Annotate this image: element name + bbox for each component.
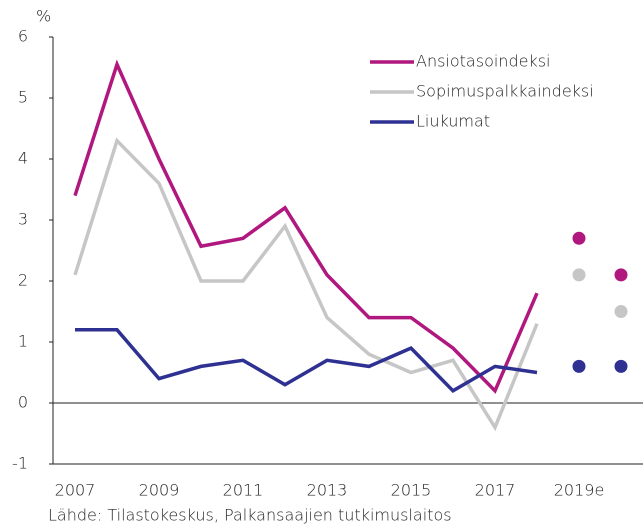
x-tick-label: 2011 [223,481,264,500]
forecast-point [614,268,628,282]
forecast-point [572,231,586,245]
x-tick-label: 2013 [307,481,348,500]
forecast-point [614,305,628,318]
y-tick-label: 6 [18,27,28,46]
forecast-point [572,268,586,282]
x-tick-label: 2019e [554,481,605,500]
x-tick-label: 2015 [391,481,432,500]
x-tick-label: 2007 [55,481,96,500]
y-tick-label: 3 [18,210,28,229]
y-tick-label: 4 [18,149,28,168]
y-tick-label: 5 [18,88,28,107]
legend-label: Ansiotasoindeksi [416,52,551,71]
forecast-point [614,359,628,373]
line [73,137,539,432]
line [73,59,539,394]
x-tick-label: 2009 [139,481,180,500]
legend-label: Sopimuspalkkaindeksi [416,82,594,101]
y-tick-label: 2 [18,271,28,290]
y-axis-label: % [36,7,51,26]
y-tick-label: 0 [18,393,28,412]
y-tick-label: 1 [18,332,28,351]
forecast-point [572,359,586,373]
source: Lähde: Tilastokeskus, Palkansaajien tutk… [48,506,452,525]
y-tick-label: -1 [12,454,28,473]
legend-label: Liukumat [416,112,490,131]
x-tick-label: 2017 [475,481,516,500]
line [75,328,538,393]
